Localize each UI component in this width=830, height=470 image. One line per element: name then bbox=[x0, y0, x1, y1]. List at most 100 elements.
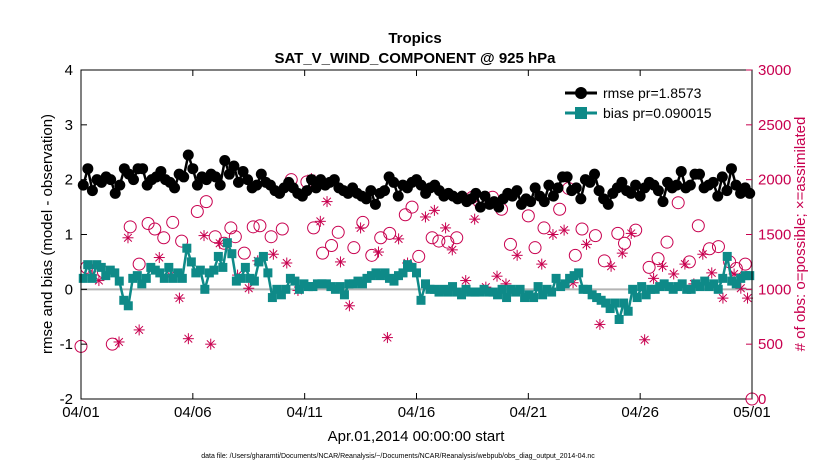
rmse-point bbox=[369, 198, 381, 210]
possible-obs-marker bbox=[316, 246, 330, 260]
bias-point bbox=[389, 276, 399, 286]
bias-point bbox=[137, 279, 147, 289]
bias-point bbox=[285, 273, 295, 283]
assimilated-obs-marker bbox=[173, 292, 185, 304]
possible-obs-marker bbox=[199, 195, 213, 209]
y-left-tick-label: 4 bbox=[65, 62, 73, 79]
rmse-point bbox=[187, 163, 199, 175]
possible-obs-marker bbox=[208, 230, 222, 244]
rmse-point bbox=[712, 190, 724, 202]
bias-point bbox=[488, 287, 498, 297]
rmse-point bbox=[210, 171, 222, 183]
bias-point bbox=[321, 279, 331, 289]
bias-point bbox=[83, 260, 93, 270]
y-right-tick-label: 2500 bbox=[758, 117, 791, 134]
bias-point bbox=[520, 293, 530, 303]
possible-obs-marker bbox=[123, 220, 137, 234]
legend-bias-label: bias pr=0.090015 bbox=[603, 105, 712, 121]
possible-obs-marker bbox=[671, 196, 685, 210]
bias-point bbox=[637, 282, 647, 292]
assimilated-obs-marker bbox=[717, 292, 729, 304]
bias-point bbox=[596, 295, 606, 305]
possible-obs-marker bbox=[503, 237, 517, 251]
rmse-point bbox=[716, 171, 728, 183]
bias-point bbox=[479, 284, 489, 294]
rmse-point bbox=[214, 179, 226, 191]
chart-title: Tropics bbox=[388, 30, 441, 47]
bias-point bbox=[686, 284, 696, 294]
possible-obs-marker bbox=[237, 246, 251, 260]
bias-point bbox=[560, 279, 570, 289]
rmse-point bbox=[114, 179, 126, 191]
assimilated-obs-marker bbox=[625, 227, 637, 239]
rmse-point bbox=[379, 185, 391, 197]
rmse-point bbox=[182, 149, 194, 161]
bias-point bbox=[673, 282, 683, 292]
assimilated-obs-marker bbox=[428, 204, 440, 216]
bias-point bbox=[335, 282, 345, 292]
bias-point bbox=[276, 290, 286, 300]
y-axis-left-label: rmse and bias (model - observation) bbox=[39, 114, 56, 354]
bias-point bbox=[258, 251, 268, 261]
assimilated-obs-marker bbox=[706, 267, 718, 279]
rmse-point bbox=[671, 179, 683, 191]
bias-point bbox=[434, 287, 444, 297]
y-right-tick-label: 2000 bbox=[758, 172, 791, 189]
assimilated-obs-marker bbox=[198, 230, 210, 242]
bias-point bbox=[538, 290, 548, 300]
assimilated-obs-marker bbox=[580, 238, 592, 250]
data-file-footer: data file: /Users/gharamti/Documents/NCA… bbox=[201, 453, 595, 460]
bias-point bbox=[493, 290, 503, 300]
bias-point bbox=[583, 284, 593, 294]
bias-point bbox=[452, 287, 462, 297]
assimilated-obs-marker bbox=[697, 248, 709, 260]
assimilated-obs-marker bbox=[742, 292, 754, 304]
assimilated-obs-marker bbox=[668, 268, 680, 280]
bias-point bbox=[569, 271, 579, 281]
assimilated-obs-marker bbox=[679, 258, 691, 270]
bias-point bbox=[339, 290, 349, 300]
bias-point bbox=[632, 293, 642, 303]
possible-obs-marker bbox=[450, 231, 464, 245]
rmse-point bbox=[392, 190, 404, 202]
bias-point bbox=[677, 279, 687, 289]
rmse-point bbox=[575, 193, 587, 205]
x-axis: 04/01 04/06 04/11 04/16 04/21 04/26 05/01 bbox=[62, 70, 771, 421]
bias-point bbox=[222, 238, 232, 248]
y-left-tick-label: -2 bbox=[60, 391, 73, 408]
rmse-point bbox=[301, 185, 313, 197]
bias-point bbox=[150, 265, 160, 275]
bias-point bbox=[709, 279, 719, 289]
bias-point bbox=[430, 284, 440, 294]
bias-point bbox=[412, 268, 421, 278]
assimilated-obs-marker bbox=[182, 333, 194, 345]
bias-point bbox=[398, 268, 408, 278]
bias-point bbox=[664, 282, 674, 292]
legend: rmse pr=1.8573 bias pr=0.090015 bbox=[557, 80, 737, 126]
rmse-point bbox=[552, 182, 564, 194]
bias-point bbox=[416, 295, 426, 305]
rmse-point bbox=[237, 165, 249, 177]
rmse-point bbox=[570, 182, 582, 194]
bias-point bbox=[524, 290, 534, 300]
possible-obs-marker bbox=[365, 248, 379, 262]
rmse-point bbox=[652, 185, 664, 197]
bias-point bbox=[605, 304, 615, 314]
bias-point bbox=[565, 273, 575, 283]
possible-obs-marker bbox=[441, 235, 455, 249]
possible-obs-marker bbox=[412, 249, 426, 263]
rmse-point bbox=[730, 179, 742, 191]
assimilated-obs-marker bbox=[281, 257, 293, 269]
possible-obs-marker bbox=[175, 234, 189, 248]
bias-point bbox=[308, 282, 318, 292]
bias-point bbox=[371, 268, 381, 278]
rmse-point bbox=[178, 171, 190, 183]
possible-obs-marker bbox=[374, 231, 388, 245]
bias-point bbox=[177, 273, 187, 283]
bias-point bbox=[655, 282, 665, 292]
bias-point bbox=[326, 282, 336, 292]
assimilated-obs-marker bbox=[321, 196, 333, 208]
possible-obs-marker bbox=[264, 230, 278, 244]
bias-point bbox=[123, 301, 133, 311]
bias-point bbox=[168, 273, 178, 283]
